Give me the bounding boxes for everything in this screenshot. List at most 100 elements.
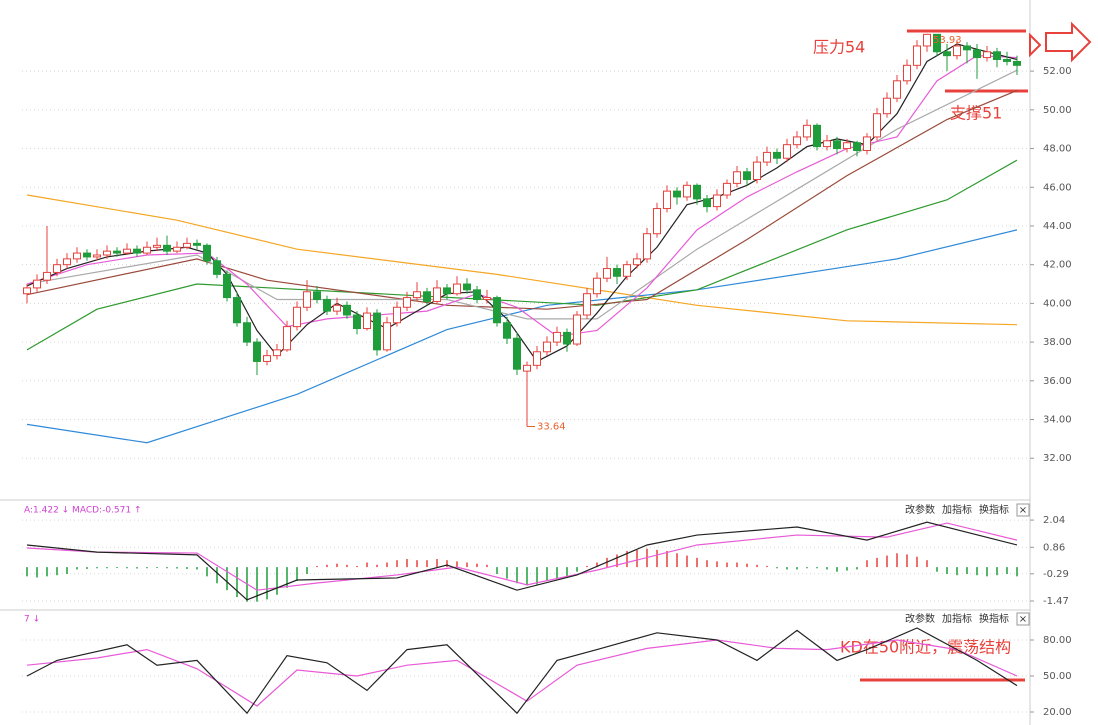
candle-body — [33, 279, 41, 289]
macd-bar — [856, 567, 858, 570]
candle-body — [613, 268, 621, 277]
macd-bar — [386, 562, 388, 568]
candle-body — [653, 208, 661, 235]
macd-bar — [466, 562, 468, 568]
macd-bar — [866, 560, 868, 568]
candle-body — [563, 331, 571, 345]
candle-body — [923, 33, 931, 47]
macd-bar — [146, 567, 148, 569]
candle-body — [543, 341, 551, 353]
macd-bar — [116, 567, 118, 569]
candle-body — [843, 142, 851, 150]
candle-body — [93, 254, 101, 258]
candle-body — [623, 264, 631, 277]
macd-bar — [176, 567, 178, 569]
y-tick-label: 50.00 — [1043, 671, 1072, 682]
macd-bar — [96, 567, 98, 569]
low-label: 33.64 — [537, 421, 566, 432]
candle-body — [873, 113, 881, 138]
close-button[interactable] — [1016, 612, 1030, 626]
macd-bar — [406, 559, 408, 568]
y-tick-label: -1.47 — [1043, 596, 1069, 607]
candle-body — [943, 51, 951, 57]
candle-body — [753, 161, 761, 181]
candle-body — [123, 248, 131, 254]
toolbar-button[interactable]: 换指标 — [979, 503, 1009, 516]
candle-body — [713, 194, 721, 208]
macd-bar — [46, 567, 48, 577]
toolbar-button[interactable]: 换指标 — [979, 612, 1009, 625]
y-tick-label: 20.00 — [1043, 707, 1072, 718]
macd-bar — [306, 567, 308, 575]
macd-bar — [736, 562, 738, 568]
indicator-header: A:1.422 ↓ MACD:-0.571 ↑ — [24, 506, 141, 516]
candle-body — [733, 171, 741, 184]
y-tick-label: 2.04 — [1043, 515, 1065, 526]
y-tick-label: 34.00 — [1043, 415, 1072, 426]
close-button[interactable]: × — [1019, 505, 1027, 516]
macd-bar — [186, 567, 188, 569]
candle-body — [63, 258, 71, 266]
toolbar-button[interactable]: 改参数 — [905, 612, 935, 625]
macd-bar — [1006, 567, 1008, 575]
macd-bar — [666, 550, 668, 568]
candle-body — [553, 331, 561, 343]
macd-bar — [256, 567, 258, 602]
toolbar-button[interactable]: 加指标 — [942, 612, 972, 625]
candle-body — [223, 273, 231, 299]
candle-body — [323, 299, 331, 312]
arrow-icon — [1045, 21, 1092, 63]
macd-bar — [756, 564, 758, 568]
macd-bar — [836, 567, 838, 572]
macd-bar — [156, 567, 158, 569]
toolbar-button[interactable]: 加指标 — [942, 503, 972, 516]
macd-bar — [616, 554, 618, 568]
candle-body — [523, 364, 531, 372]
candle-body — [743, 171, 751, 181]
macd-bar — [26, 567, 28, 577]
candle-body — [683, 184, 691, 198]
macd-bar — [226, 567, 228, 591]
macd-bar — [576, 567, 578, 572]
candle-body — [643, 233, 651, 260]
candle-body — [373, 312, 381, 351]
candle-body — [723, 182, 731, 196]
candle-body — [303, 291, 311, 308]
macd-bar — [726, 562, 728, 568]
candle-body — [333, 304, 341, 312]
macd-bar — [476, 563, 478, 568]
candle-body — [483, 297, 491, 301]
macd-bar — [396, 560, 398, 568]
candle-body — [73, 252, 81, 260]
indicator-header: 7 ↓ — [24, 615, 40, 625]
candle-body — [793, 136, 801, 146]
indicator-line — [26, 159, 1018, 351]
candle-body — [863, 136, 871, 151]
candle-body — [463, 283, 471, 291]
candle-body — [253, 341, 261, 362]
macd-bar — [196, 567, 198, 570]
candle-body — [533, 351, 541, 366]
close-button[interactable]: × — [1019, 614, 1027, 625]
y-tick-label: 80.00 — [1043, 635, 1072, 646]
candle-body — [803, 124, 811, 138]
candle-body — [983, 51, 991, 59]
candle-body — [593, 277, 601, 295]
candle-body — [143, 246, 151, 254]
macd-bar — [276, 567, 278, 595]
toolbar-button[interactable]: 改参数 — [905, 503, 935, 516]
macd-bar — [986, 567, 988, 577]
candle-body — [113, 250, 121, 254]
close-button[interactable] — [1016, 503, 1030, 517]
macd-bar — [626, 550, 628, 568]
macd-bar — [436, 559, 438, 568]
macd-bar — [296, 567, 298, 581]
macd-bar — [946, 567, 948, 575]
candle-body — [183, 242, 191, 248]
indicator-line — [26, 69, 1018, 320]
macd-bar — [506, 567, 508, 579]
candle-body — [173, 246, 181, 252]
candle-body — [473, 289, 481, 301]
candle-body — [403, 297, 411, 308]
